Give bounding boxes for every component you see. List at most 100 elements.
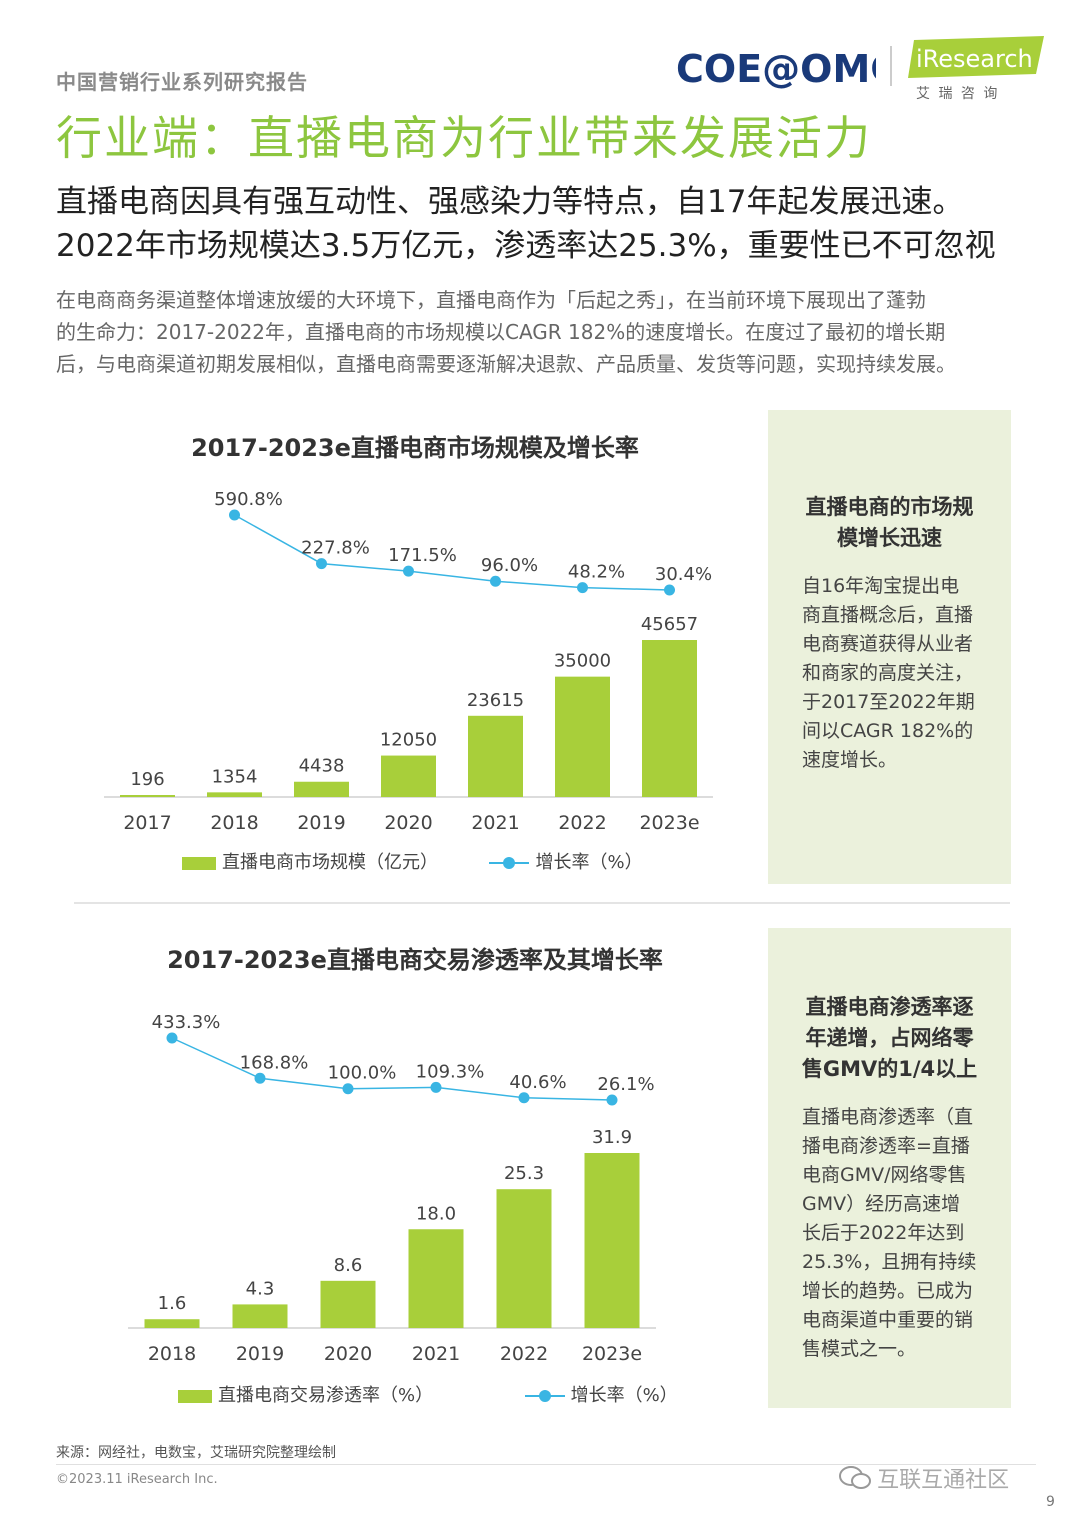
bar-value-label: 4.3: [246, 1278, 275, 1299]
heading-line: 直播电商的市场规: [805, 495, 974, 519]
heading-line: 模增长迅速: [837, 526, 942, 550]
report-series-label: 中国营销行业系列研究报告: [56, 70, 308, 94]
x-tick-label: 2023e: [582, 1343, 642, 1365]
text-line: 播电商渗透率=直播: [802, 1135, 970, 1157]
bar-value-label: 45657: [641, 614, 698, 635]
bar: [408, 1229, 464, 1328]
growth-value-label: 96.0%: [481, 555, 538, 576]
growth-value-label: 590.8%: [214, 489, 283, 510]
growth-point: [518, 1092, 530, 1104]
growth-line: [234, 514, 670, 591]
x-tick-label: 2018: [210, 812, 258, 834]
bar: [496, 1189, 552, 1328]
x-tick-label: 2022: [558, 812, 606, 834]
growth-value-label: 109.3%: [416, 1061, 485, 1082]
legend-bar-label: 直播电商市场规模（亿元）: [222, 852, 438, 873]
page-title: 行业端：直播电商为行业带来发展活力: [56, 111, 872, 165]
text-line: 增长的趋势。已成为: [802, 1280, 974, 1302]
growth-point: [577, 582, 588, 594]
legend-bar-swatch: [178, 1389, 212, 1403]
bar-value-label: 25.3: [504, 1163, 544, 1184]
side-panel-1-heading: 直播电商的市场规 模增长迅速: [768, 492, 1011, 554]
growth-value-label: 40.6%: [509, 1072, 566, 1093]
watermark: 互联互通社区: [838, 1462, 1009, 1494]
x-tick-label: 2021: [412, 1343, 460, 1365]
iresearch-logo-text: iResearch: [916, 45, 1033, 73]
side-panel-2-heading: 直播电商渗透率逐 年递增，占网络零 售GMV的1/4以上: [768, 992, 1011, 1085]
text-line: 间以CAGR 182%的: [802, 720, 974, 742]
body-line: 后，与电商渠道初期发展相似，直播电商需要逐渐解决退款、产品质量、发货等问题，实现…: [56, 352, 956, 376]
text-line: 长后于2022年达到: [802, 1222, 965, 1244]
legend-line-label: 增长率（%）: [570, 1385, 678, 1406]
bar: [381, 755, 436, 797]
bar-value-label: 1354: [212, 766, 258, 787]
legend-bar-label: 直播电商交易渗透率（%）: [218, 1385, 434, 1406]
text-line: 电商赛道获得从业者: [802, 633, 974, 655]
body-line: 在电商商务渠道整体增速放缓的大环境下，直播电商作为「后起之秀」，在当前环境下展现…: [56, 288, 926, 312]
x-tick-label: 2022: [500, 1343, 548, 1365]
bar: [120, 795, 175, 797]
subtitle-line-1: 直播电商因具有强互动性、强感染力等特点，自17年起发展迅速。: [56, 184, 964, 220]
chart2-legend: 直播电商交易渗透率（%） 增长率（%）: [178, 1381, 678, 1407]
wechat-icon: [838, 1465, 872, 1491]
bar-value-label: 12050: [380, 730, 437, 751]
bar-value-label: 35000: [554, 651, 611, 672]
bar: [642, 640, 697, 797]
page-number: 9: [1046, 1494, 1055, 1510]
chart2-title: 2017-2023e直播电商交易渗透率及其增长率: [167, 946, 663, 974]
bar-value-label: 31.9: [592, 1127, 632, 1148]
chart1-plot: 196 2017 1354 2018 4438 2019 12050 2020 23615 202…: [104, 489, 713, 834]
bar-value-label: 8.6: [334, 1255, 363, 1276]
text-line: 25.3%，且拥有持续: [802, 1251, 977, 1273]
x-tick-label: 2023e: [639, 812, 699, 834]
x-tick-label: 2018: [148, 1343, 196, 1365]
growth-value-label: 30.4%: [655, 564, 712, 585]
iresearch-logo-cn: 艾 瑞 咨 询: [916, 86, 999, 102]
x-tick-label: 2021: [471, 812, 519, 834]
growth-point: [403, 565, 414, 577]
x-tick-label: 2019: [236, 1343, 284, 1365]
growth-point: [342, 1083, 354, 1095]
growth-line: [171, 1037, 613, 1101]
x-tick-label: 2020: [324, 1343, 372, 1365]
growth-point: [166, 1032, 178, 1044]
heading-line: 售GMV的1/4以上: [801, 1057, 978, 1081]
growth-value-label: 100.0%: [328, 1063, 397, 1084]
bar: [468, 715, 523, 797]
source-note: 来源：网经社，电数宝，艾瑞研究院整理绘制: [56, 1445, 336, 1461]
bar: [555, 676, 610, 797]
text-line: 商直播概念后，直播: [802, 604, 974, 626]
text-line: 自16年淘宝提出电: [802, 575, 960, 597]
heading-line: 年递增，占网络零: [805, 1026, 974, 1050]
growth-value-label: 48.2%: [568, 562, 625, 583]
bar: [207, 792, 262, 797]
bar-value-label: 1.6: [158, 1293, 187, 1314]
side-panel-2: 直播电商渗透率逐 年递增，占网络零 售GMV的1/4以上 直播电商渗透率（直 播…: [768, 928, 1011, 1408]
bar: [144, 1319, 200, 1328]
iresearch-logo: iResearch 艾 瑞 咨 询: [908, 36, 1048, 102]
growth-point: [430, 1081, 442, 1093]
watermark-text: 互联互通社区: [877, 1468, 1010, 1493]
coe-omg-logo-text: COE@OMG: [676, 47, 876, 91]
text-line: 直播电商渗透率（直: [802, 1106, 974, 1128]
text-line: 速度增长。: [802, 749, 898, 771]
copyright: ©2023.11 iResearch Inc.: [56, 1472, 218, 1487]
text-line: 和商家的高度关注，: [802, 662, 974, 684]
growth-point: [664, 584, 675, 596]
side-panel-1: 直播电商的市场规 模增长迅速 自16年淘宝提出电 商直播概念后，直播 电商赛道获…: [768, 410, 1011, 884]
chart1-title: 2017-2023e直播电商市场规模及增长率: [191, 434, 639, 462]
legend-line-swatch: [524, 1389, 565, 1403]
x-tick-label: 2019: [297, 812, 345, 834]
text-line: 售模式之一。: [802, 1338, 917, 1360]
side-panel-2-text: 直播电商渗透率（直 播电商渗透率=直播 电商GMV/网络零售 GMV）经历高速增…: [802, 1103, 1011, 1364]
growth-point: [490, 575, 501, 587]
footer-rule: [56, 1464, 1036, 1465]
x-tick-label: 2017: [123, 812, 171, 834]
text-line: 电商GMV/网络零售: [802, 1164, 967, 1186]
bar-value-label: 18.0: [416, 1203, 456, 1224]
heading-line: 直播电商渗透率逐: [805, 995, 974, 1019]
bar-value-label: 23615: [467, 690, 524, 711]
bar-value-label: 4438: [299, 756, 345, 777]
body-paragraph: 在电商商务渠道整体增速放缓的大环境下，直播电商作为「后起之秀」，在当前环境下展现…: [56, 284, 1046, 380]
chart1-legend: 直播电商市场规模（亿元） 增长率（%）: [182, 848, 643, 874]
